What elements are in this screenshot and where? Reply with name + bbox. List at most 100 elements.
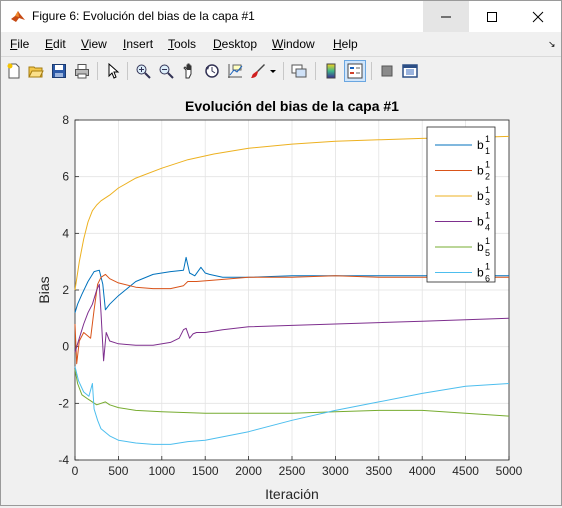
- maximize-button[interactable]: [469, 1, 515, 32]
- series-line-b6[interactable]: [74, 366, 510, 445]
- toolbar-separator: [315, 62, 316, 80]
- open-file-icon: [28, 66, 44, 78]
- menu-edit[interactable]: Edit: [45, 37, 66, 51]
- legend-label-sub: 6: [485, 274, 490, 284]
- y-tick-label: 4: [62, 226, 69, 240]
- legend-label-b1: b: [477, 138, 484, 152]
- x-tick-label: 1000: [148, 464, 175, 478]
- x-tick-label: 3000: [322, 464, 349, 478]
- menu-insert-rest: nsert: [126, 37, 154, 51]
- y-tick-label: 0: [62, 340, 69, 354]
- menu-window[interactable]: Window: [272, 37, 315, 51]
- zoom-out-button[interactable]: [156, 61, 176, 81]
- menu-desktop-rest: esktop: [221, 37, 258, 51]
- matlab-app-icon: [10, 8, 26, 24]
- minimize-icon: [441, 16, 451, 18]
- menu-help-key: H: [333, 37, 342, 51]
- window-title: Figure 6: Evolución del bias de la capa …: [32, 9, 255, 23]
- y-tick-label: -4: [58, 453, 69, 467]
- brush-dropdown-button[interactable]: [267, 61, 277, 81]
- legend-label-sup: 1: [485, 211, 490, 221]
- legend[interactable]: b 11b 12b 13b 14b 15b 16: [426, 126, 496, 284]
- insert-colorbar-button[interactable]: [321, 61, 341, 81]
- menu-help-rest: elp: [341, 37, 358, 51]
- x-tick-label: 0: [72, 464, 79, 478]
- series-line-b5[interactable]: [74, 369, 510, 417]
- chevron-down-icon: [270, 70, 276, 73]
- print-button[interactable]: [72, 61, 92, 81]
- figure-canvas[interactable]: 0 500 1000 1500 2000 2500 3000 3500 4000 4500 5000…: [1, 85, 561, 505]
- menu-view-key: V: [81, 37, 89, 51]
- plot-lines[interactable]: [74, 135, 510, 445]
- menu-file[interactable]: File: [10, 37, 29, 51]
- close-icon: [532, 11, 544, 23]
- menu-insert[interactable]: Insert: [123, 37, 153, 51]
- legend-label-sub: 2: [485, 172, 490, 182]
- menu-desktop[interactable]: Desktop: [213, 37, 257, 51]
- figure-toolbar: [1, 56, 561, 86]
- zoom-in-button[interactable]: [133, 61, 153, 81]
- show-plot-tools-icon: [402, 64, 418, 78]
- series-line-b1[interactable]: [74, 256, 509, 313]
- menu-bar: File Edit View Insert Tools Desktop Wind…: [1, 33, 561, 55]
- legend-label-sup: 1: [485, 160, 490, 170]
- series-line-b4[interactable]: [74, 283, 510, 362]
- pan-icon: [183, 63, 192, 79]
- data-cursor-button[interactable]: [225, 61, 245, 81]
- menu-tools[interactable]: Tools: [168, 37, 196, 51]
- menu-overflow-icon[interactable]: ↘: [548, 39, 556, 49]
- insert-legend-button[interactable]: [344, 60, 366, 82]
- y-tick-label: -2: [58, 396, 69, 410]
- open-file-button[interactable]: [26, 61, 46, 81]
- legend-label-sup: 1: [485, 185, 490, 195]
- save-button[interactable]: [49, 61, 69, 81]
- menu-tools-key: T: [168, 37, 174, 51]
- hide-plot-tools-icon: [381, 65, 393, 77]
- hide-plot-tools-button[interactable]: [377, 61, 397, 81]
- link-plot-button[interactable]: [289, 61, 309, 81]
- edit-plot-icon: [108, 63, 120, 79]
- close-button[interactable]: [515, 1, 561, 32]
- legend-label-sub: 3: [485, 197, 490, 207]
- new-figure-button[interactable]: [4, 61, 24, 81]
- x-tick-label: 5000: [496, 464, 523, 478]
- minimize-button[interactable]: [423, 1, 469, 32]
- menu-desktop-key: D: [213, 37, 222, 51]
- toolbar-separator: [283, 62, 284, 80]
- legend-label-b4: b: [477, 215, 484, 229]
- series-line-b3[interactable]: [74, 135, 510, 291]
- menu-help[interactable]: Help: [333, 37, 358, 51]
- bias-chart[interactable]: 0 500 1000 1500 2000 2500 3000 3500 4000 4500 5000…: [1, 85, 561, 505]
- x-tick-label: 2000: [235, 464, 262, 478]
- menu-file-rest: ile: [17, 37, 30, 51]
- zoom-out-icon: [159, 64, 174, 79]
- menu-window-key: W: [272, 37, 284, 51]
- series-line-b2[interactable]: [74, 273, 509, 365]
- y-tick-label: 2: [62, 283, 69, 297]
- legend-label-sup: 1: [485, 262, 490, 272]
- legend-label-sub: 1: [485, 146, 490, 156]
- legend-label-b3: b: [477, 189, 484, 203]
- new-figure-icon: [7, 63, 20, 79]
- show-plot-tools-button[interactable]: [400, 61, 420, 81]
- pan-button[interactable]: [179, 61, 199, 81]
- x-tick-label: 3500: [365, 464, 392, 478]
- legend-label-sup: 1: [485, 236, 490, 246]
- legend-label-sup: 1: [485, 134, 490, 144]
- rotate-3d-button[interactable]: [202, 61, 222, 81]
- brush-button[interactable]: [248, 61, 268, 81]
- data-cursor-icon: [228, 64, 243, 78]
- edit-plot-button[interactable]: [103, 61, 123, 81]
- toolbar-separator: [371, 62, 372, 80]
- legend-label-b2: b: [477, 164, 484, 178]
- legend-label-sub: 4: [485, 223, 490, 233]
- menu-view[interactable]: View: [81, 37, 107, 51]
- legend-label-sub: 5: [485, 248, 490, 258]
- legend-label-b5: b: [477, 240, 484, 254]
- save-icon: [52, 64, 66, 78]
- title-bar[interactable]: Figure 6: Evolución del bias de la capa …: [1, 1, 561, 32]
- print-icon: [75, 64, 89, 79]
- insert-legend-icon: [347, 63, 363, 79]
- x-tick-label: 2500: [279, 464, 306, 478]
- menu-insert-key: I: [123, 37, 127, 51]
